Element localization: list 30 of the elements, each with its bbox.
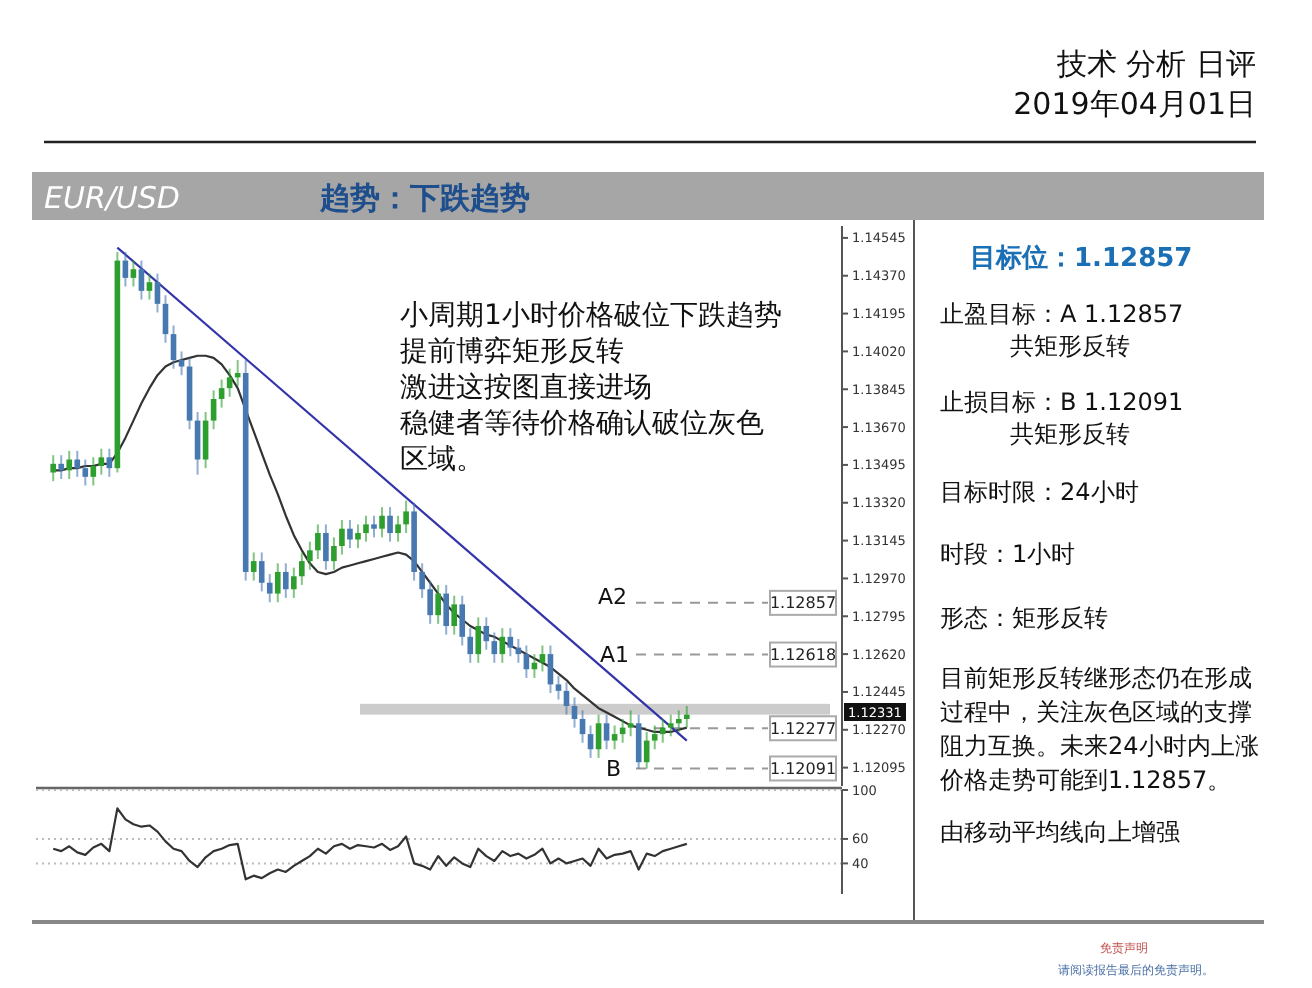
text: 形态：矩形反转 <box>940 604 1108 632</box>
annotation: 小周期1小时价格破位下跌趋势 <box>400 300 782 332</box>
text: 目标时限：24小时 <box>940 478 1139 506</box>
annotation: 提前博弈矩形反转 <box>400 336 624 368</box>
text: 过程中，关注灰色区域的支撑 <box>940 698 1252 726</box>
text: 共矩形反转 <box>1010 420 1130 448</box>
ref-line-label: 1.12618 <box>769 646 837 665</box>
annotation: 区域。 <box>400 444 484 476</box>
annotation: 激进这按图直接进场 <box>400 372 652 404</box>
text: 由移动平均线向上增强 <box>940 818 1180 846</box>
chart-subtitle: 趋势：下跌趋势 <box>318 180 530 216</box>
text: 技术 分析 日评 <box>1054 46 1256 82</box>
ref-line-label: 1.12857 <box>769 594 837 613</box>
text: 目标位：1.12857 <box>970 244 1193 274</box>
line-series <box>52 807 688 881</box>
text: 共矩形反转 <box>1010 332 1130 360</box>
text: 阻力互换。未来24小时内上涨 <box>940 732 1259 760</box>
text: 目前矩形反转继形态仍在形成 <box>940 664 1252 692</box>
annotation: A1 <box>600 642 630 668</box>
text: 止盈目标：A 1.12857 <box>940 300 1184 328</box>
text: 价格走势可能到1.12857。 <box>938 766 1232 794</box>
chart-title: EUR/USD <box>44 180 180 216</box>
text: 止损目标：B 1.12091 <box>940 388 1184 416</box>
ref-line-label: 1.12277 <box>769 719 837 738</box>
annotation: B <box>606 756 622 782</box>
text: 时段：1小时 <box>940 540 1076 568</box>
annotation: 稳健者等待价格确认破位灰色 <box>400 408 764 440</box>
text: 2019年04月01日 <box>1013 86 1256 122</box>
ref-line-label: 1.12091 <box>769 760 837 779</box>
annotation: A2 <box>598 584 628 610</box>
